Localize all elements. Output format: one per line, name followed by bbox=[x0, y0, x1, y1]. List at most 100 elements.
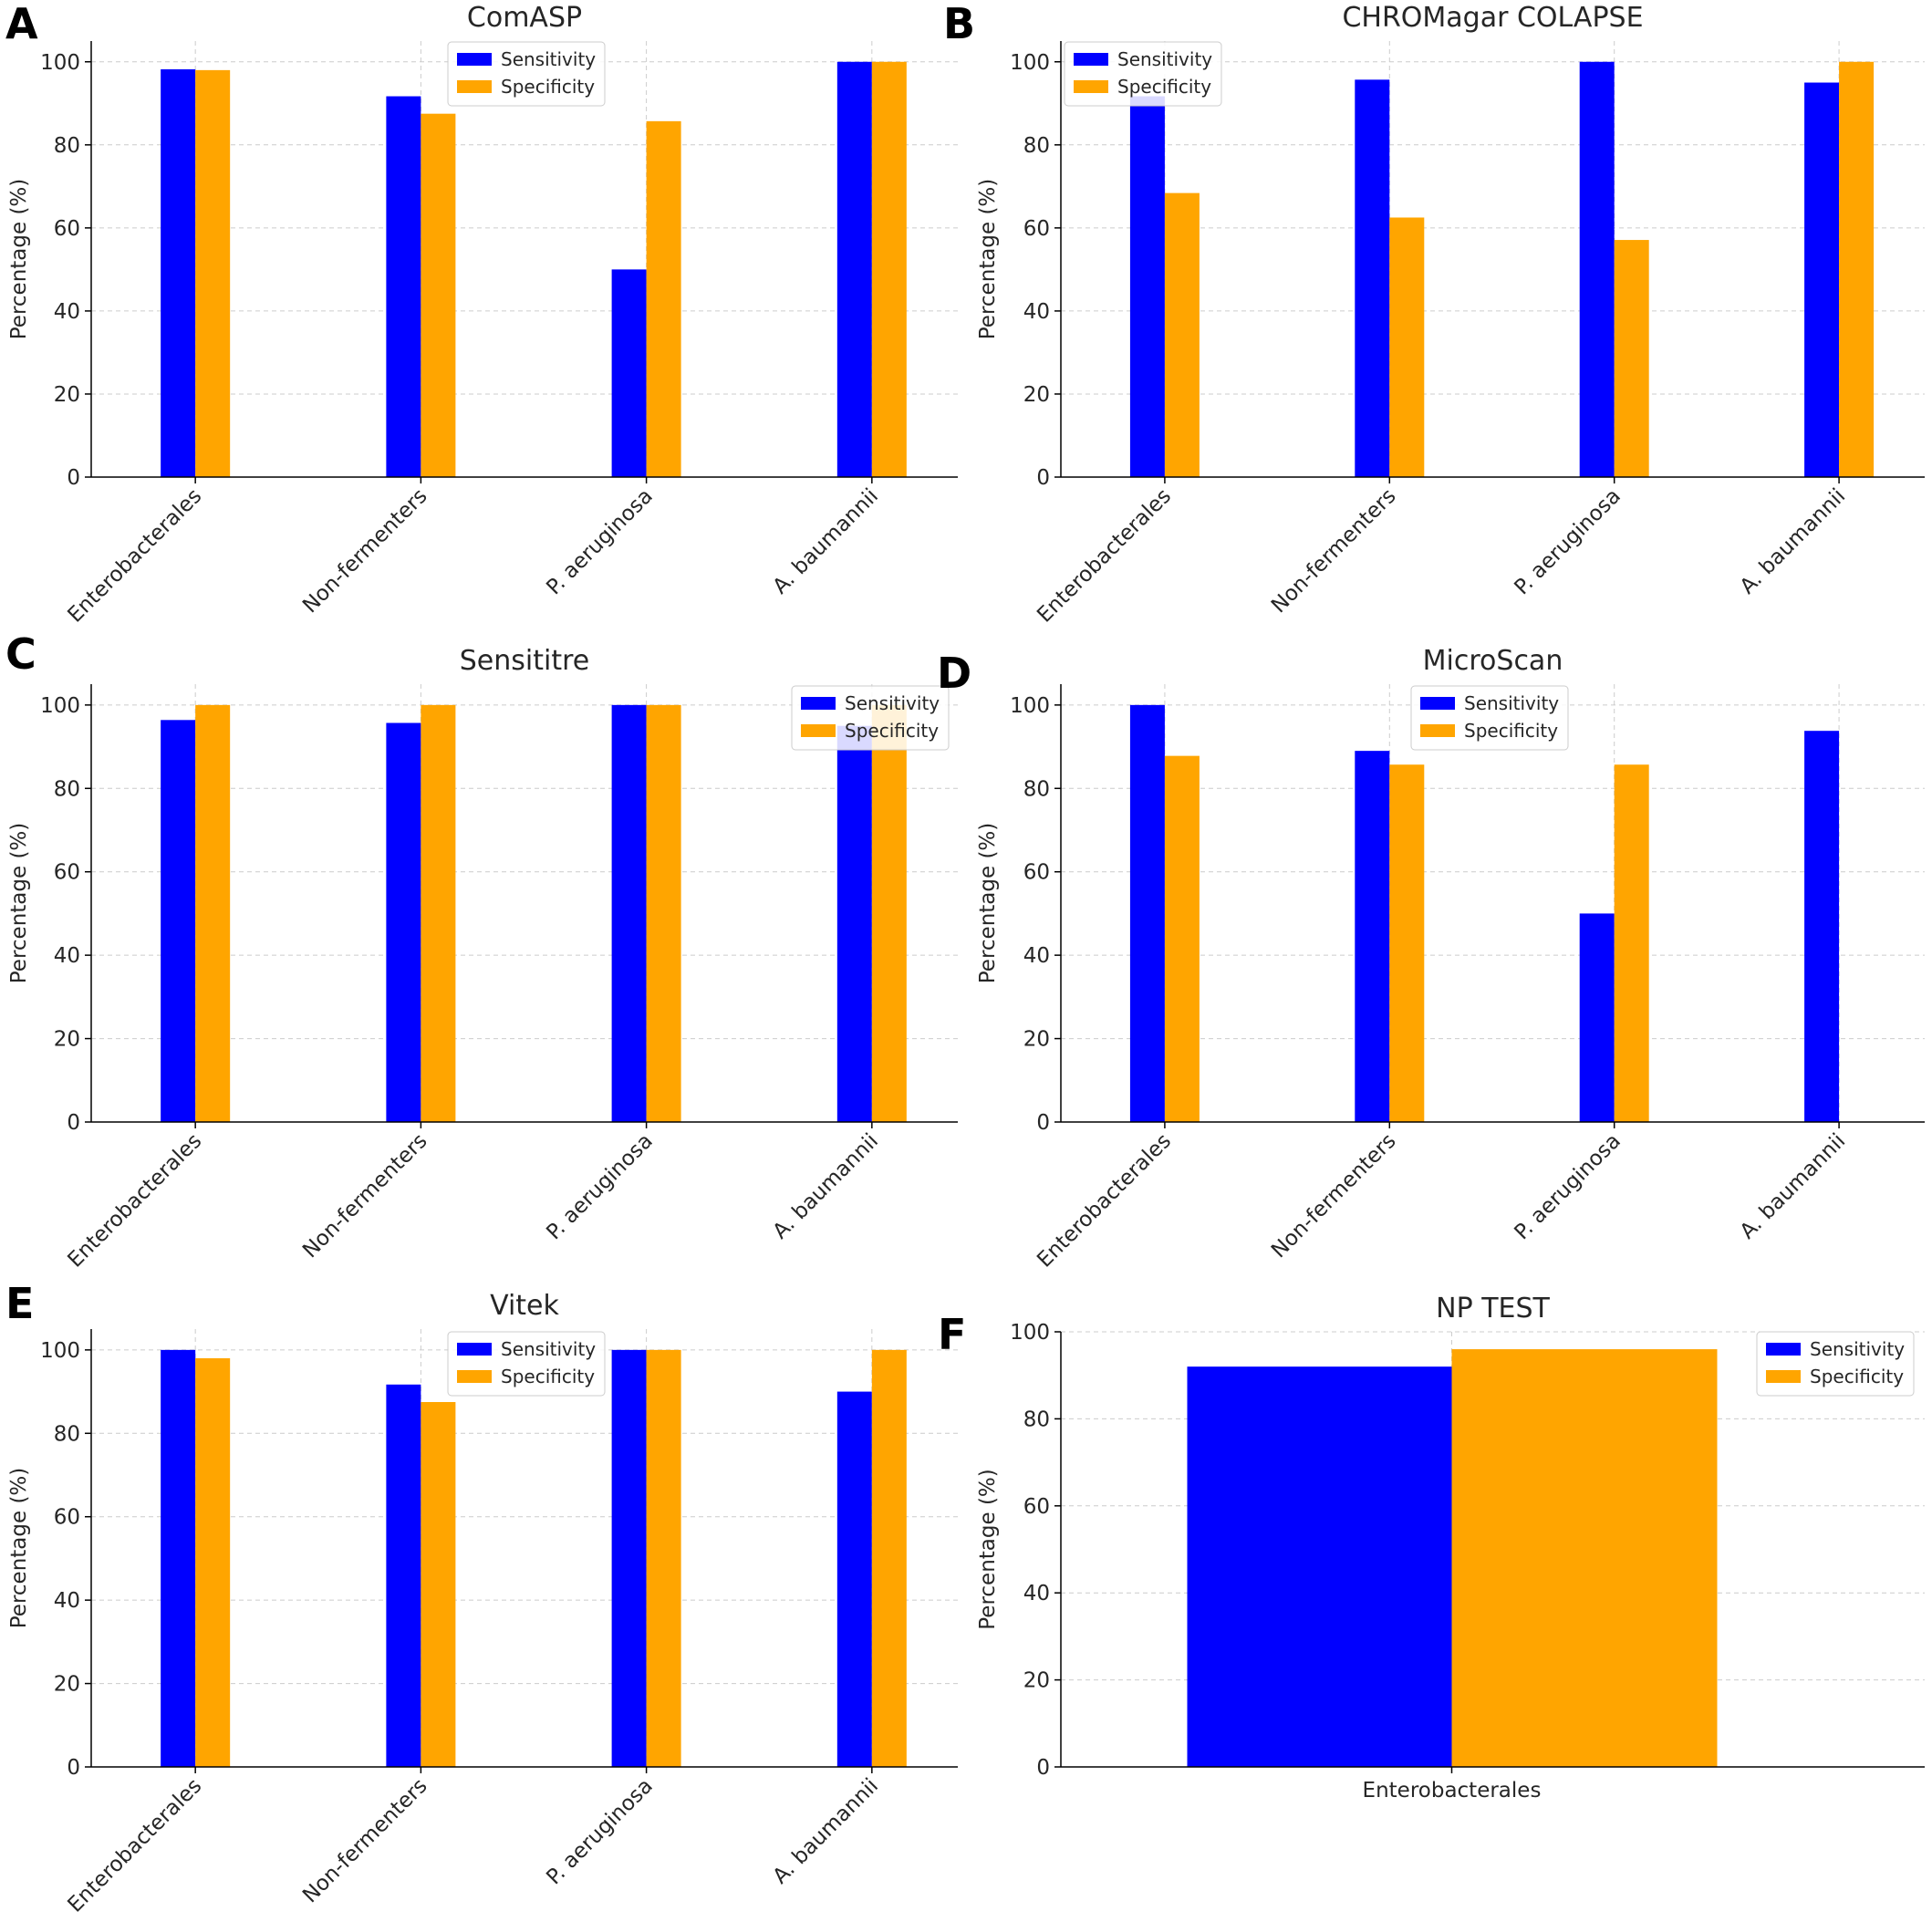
panel-letter: C bbox=[5, 629, 36, 679]
legend-label-sensitivity: Sensitivity bbox=[1117, 48, 1212, 70]
x-tick-label: Non-fermenters bbox=[298, 1774, 432, 1908]
bar-sensitivity bbox=[1804, 731, 1840, 1122]
x-tick-label: P. aeruginosa bbox=[1510, 1129, 1626, 1245]
y-axis-label: Percentage (%) bbox=[976, 179, 1000, 340]
legend-label-specificity: Specificity bbox=[845, 720, 939, 742]
legend-label-specificity: Specificity bbox=[1464, 720, 1558, 742]
bar-sensitivity bbox=[611, 1349, 647, 1767]
bar-sensitivity bbox=[611, 269, 647, 477]
legend-swatch-sensitivity bbox=[801, 697, 836, 710]
x-tick-label: A. baumannii bbox=[768, 484, 883, 599]
legend-label-sensitivity: Sensitivity bbox=[845, 692, 940, 714]
y-tick-label: 40 bbox=[54, 300, 80, 324]
bar-specificity bbox=[871, 704, 907, 1122]
legend: Sensitivity Specificity bbox=[447, 1331, 606, 1397]
bar-sensitivity bbox=[1355, 751, 1390, 1122]
bar-sensitivity bbox=[386, 96, 421, 478]
y-tick-label: 60 bbox=[54, 1506, 80, 1530]
x-tick-label: P. aeruginosa bbox=[542, 1129, 658, 1245]
legend-swatch-specificity bbox=[457, 1370, 492, 1383]
x-tick-label: Non-fermenters bbox=[1267, 1129, 1401, 1263]
panel-letter: F bbox=[938, 1310, 966, 1359]
chart-title: MicroScan bbox=[1423, 645, 1563, 677]
legend-swatch-sensitivity bbox=[1420, 697, 1455, 710]
y-tick-label: 100 bbox=[40, 694, 80, 718]
bar-specificity bbox=[871, 1349, 907, 1767]
y-tick-label: 0 bbox=[1036, 466, 1050, 490]
y-tick-label: 0 bbox=[1036, 1756, 1050, 1780]
chart-panel-c: C Sensititre Percentage (%) 0 20 40 60 80 100 Ent… bbox=[5, 629, 958, 1273]
y-tick-label: 0 bbox=[67, 1756, 80, 1780]
y-axis-label: Percentage (%) bbox=[7, 1468, 31, 1629]
x-tick-label: Non-fermenters bbox=[298, 484, 432, 618]
chart-panel-d: D MicroScan Percentage (%) 0 20 40 60 80 100 Ente… bbox=[937, 645, 1925, 1273]
legend-swatch-sensitivity bbox=[457, 1343, 492, 1356]
bar-specificity bbox=[1839, 61, 1875, 477]
bar-sensitivity bbox=[1129, 704, 1165, 1122]
y-tick-label: 20 bbox=[1023, 383, 1050, 407]
chart-title: CHROMagar COLAPSE bbox=[1342, 2, 1643, 34]
legend-label-specificity: Specificity bbox=[1117, 76, 1211, 98]
y-tick-label: 0 bbox=[67, 1111, 80, 1135]
chart-title: Sensititre bbox=[460, 645, 589, 677]
chart-title: NP TEST bbox=[1436, 1293, 1550, 1325]
bar-specificity bbox=[1164, 755, 1200, 1122]
x-tick-label: A. baumannii bbox=[768, 1129, 883, 1244]
bar-specificity bbox=[421, 704, 456, 1122]
legend: Sensitivity Specificity bbox=[1410, 685, 1569, 751]
panel-letter: D bbox=[937, 649, 971, 698]
y-tick-label: 0 bbox=[1036, 1111, 1050, 1135]
x-tick-label: P. aeruginosa bbox=[542, 1774, 658, 1890]
bar-specificity bbox=[421, 113, 456, 478]
legend-swatch-specificity bbox=[801, 724, 836, 737]
y-axis-label: Percentage (%) bbox=[976, 823, 1000, 984]
y-tick-label: 60 bbox=[54, 861, 80, 885]
y-tick-label: 100 bbox=[40, 1339, 80, 1363]
y-tick-label: 40 bbox=[1023, 300, 1050, 324]
y-tick-label: 20 bbox=[54, 1673, 80, 1697]
legend: Sensitivity Specificity bbox=[791, 685, 950, 751]
bar-sensitivity bbox=[836, 61, 872, 477]
y-tick-label: 20 bbox=[1023, 1669, 1050, 1693]
legend-swatch-sensitivity bbox=[1766, 1343, 1801, 1356]
x-tick-label: Enterobacterales bbox=[1363, 1779, 1542, 1803]
y-tick-label: 20 bbox=[54, 1028, 80, 1052]
legend-label-sensitivity: Sensitivity bbox=[501, 48, 596, 70]
bar-sensitivity bbox=[1129, 96, 1165, 478]
y-tick-label: 80 bbox=[54, 1422, 80, 1446]
y-tick-label: 60 bbox=[1023, 1495, 1050, 1519]
legend-label-sensitivity: Sensitivity bbox=[501, 1338, 596, 1360]
panel-letter: E bbox=[5, 1279, 34, 1328]
bar-sensitivity bbox=[386, 1384, 421, 1767]
y-tick-label: 100 bbox=[40, 51, 80, 75]
x-tick-label: Non-fermenters bbox=[1267, 484, 1401, 618]
legend-swatch-specificity bbox=[457, 80, 492, 93]
x-tick-label: Enterobacterales bbox=[64, 1129, 207, 1273]
chart-panel-e: E Vitek Percentage (%) 0 20 40 60 80 100 Enteroba… bbox=[5, 1279, 958, 1917]
legend: Sensitivity Specificity bbox=[447, 41, 606, 107]
bar-sensitivity bbox=[1804, 82, 1840, 478]
legend-label-sensitivity: Sensitivity bbox=[1464, 692, 1559, 714]
x-tick-label: Enterobacterales bbox=[64, 1774, 207, 1917]
bar-sensitivity bbox=[611, 704, 647, 1122]
y-tick-label: 80 bbox=[1023, 134, 1050, 158]
bar-specificity bbox=[1164, 192, 1200, 478]
chart-panel-b: B CHROMagar COLAPSE Percentage (%) 0 20 40 60 8… bbox=[943, 0, 1925, 628]
bar-sensitivity bbox=[161, 68, 196, 478]
y-tick-label: 60 bbox=[1023, 217, 1050, 241]
bar-sensitivity bbox=[161, 720, 196, 1122]
y-axis-label: Percentage (%) bbox=[7, 823, 31, 984]
bar-specificity bbox=[195, 69, 231, 477]
y-tick-label: 100 bbox=[1010, 1321, 1050, 1345]
y-tick-label: 20 bbox=[54, 383, 80, 407]
y-axis-label: Percentage (%) bbox=[976, 1469, 1000, 1630]
bar-sensitivity bbox=[1579, 913, 1615, 1122]
x-tick-label: P. aeruginosa bbox=[542, 484, 658, 600]
bar-specificity bbox=[646, 120, 681, 477]
y-tick-label: 0 bbox=[67, 466, 80, 490]
x-tick-label: Enterobacterales bbox=[64, 484, 207, 628]
panel-letter: B bbox=[943, 0, 975, 48]
y-tick-label: 40 bbox=[54, 1589, 80, 1613]
legend-swatch-specificity bbox=[1420, 724, 1455, 737]
